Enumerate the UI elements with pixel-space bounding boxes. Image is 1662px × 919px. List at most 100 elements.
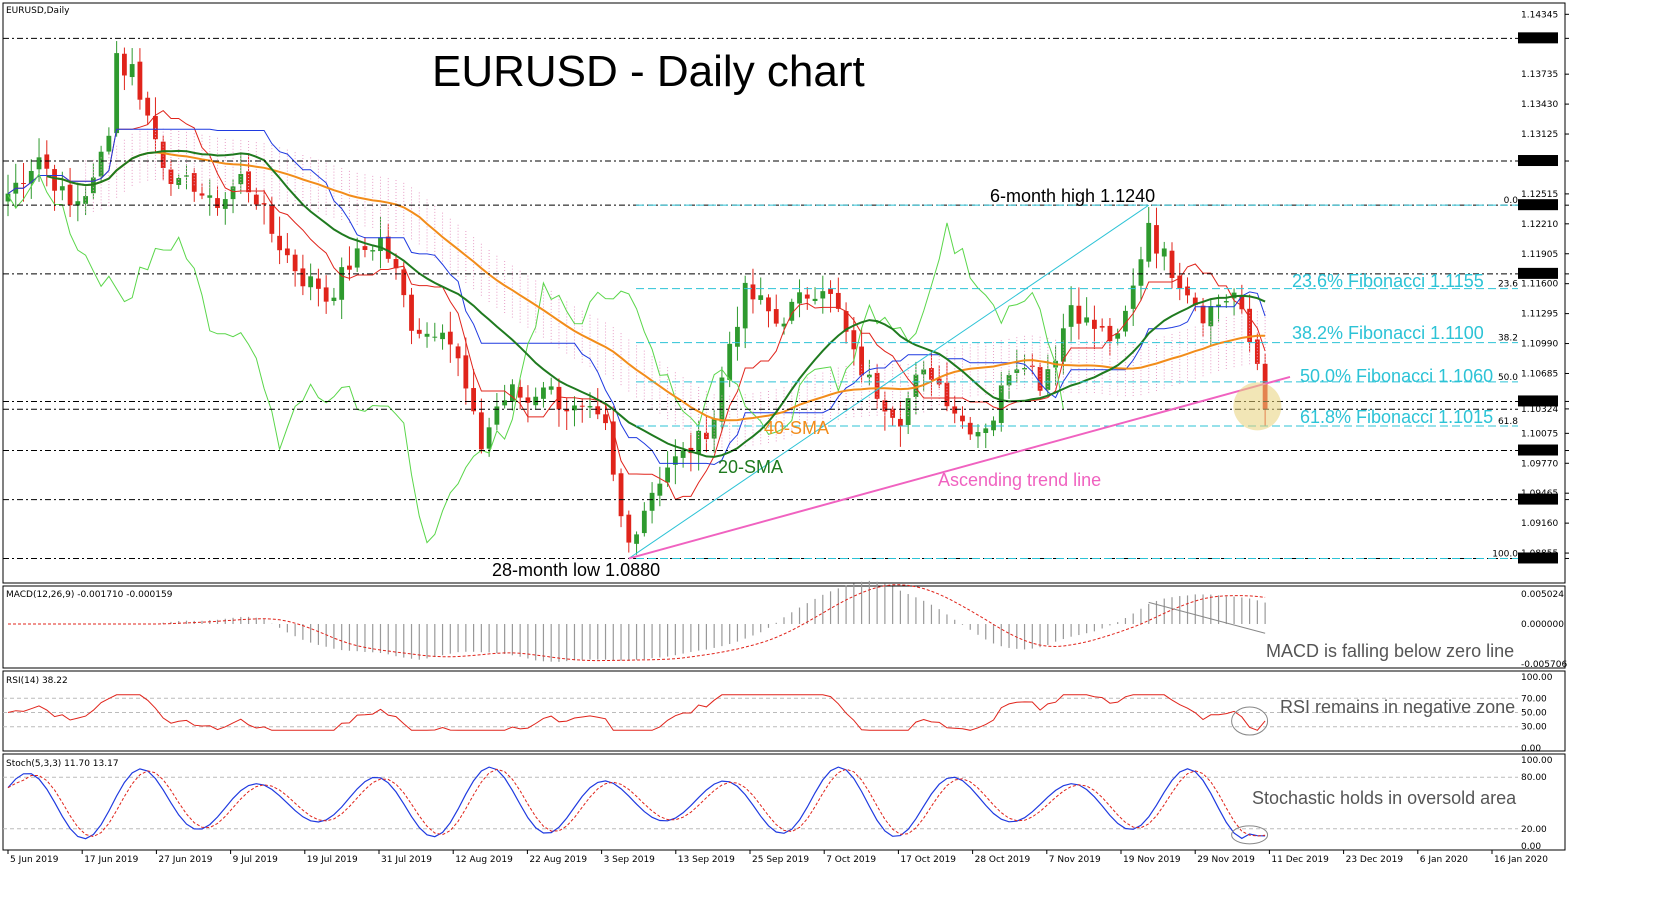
candle-body bbox=[28, 170, 34, 184]
candle-body bbox=[657, 483, 663, 496]
candle-body bbox=[711, 419, 717, 439]
fib-level-tag: 61.8 bbox=[1498, 417, 1518, 427]
candle-body bbox=[952, 406, 958, 414]
stoch-tick-label: 20.00 bbox=[1521, 825, 1547, 835]
candle-body bbox=[704, 432, 709, 440]
price-tick-label: 1.13735 bbox=[1521, 70, 1558, 80]
candle-body bbox=[1022, 368, 1027, 370]
rsi-line bbox=[7, 694, 1266, 731]
candle-body bbox=[440, 332, 445, 340]
price-tag-box bbox=[1518, 552, 1558, 564]
macd-tick-label: 0.005024 bbox=[1521, 590, 1564, 600]
price-tick-label: 1.10685 bbox=[1521, 369, 1558, 379]
candle-body bbox=[1185, 286, 1190, 296]
fib-label-50: 50.0% Fibonacci 1.1060 bbox=[1300, 366, 1493, 386]
candle-body bbox=[1045, 369, 1051, 390]
stoch-circle bbox=[1231, 825, 1269, 845]
candle-body bbox=[1161, 248, 1167, 257]
fibonacci-levels: 0.0 23.6 38.2 50.0 61.8 100.0 bbox=[628, 196, 1518, 559]
date-tick-label: 27 Jun 2019 bbox=[158, 855, 212, 865]
stoch-label: Stoch(5,3,3) 11.70 13.17 bbox=[6, 759, 119, 769]
price-tag-box bbox=[1518, 444, 1558, 456]
macd-signal bbox=[8, 584, 1266, 662]
price-tick-label: 1.08800 bbox=[1521, 554, 1558, 564]
candle-body bbox=[595, 406, 601, 415]
macd-tick-label: 0.000000 bbox=[1521, 620, 1564, 630]
macd-note-line bbox=[1148, 601, 1266, 634]
high-label: 6-month high 1.1240 bbox=[990, 186, 1155, 206]
price-tag-box bbox=[1518, 199, 1558, 211]
stoch-panel bbox=[3, 766, 1518, 845]
candle-body bbox=[572, 405, 577, 411]
date-tick-label: 6 Jan 2020 bbox=[1420, 855, 1468, 865]
fib-level-tag: 100.0 bbox=[1492, 549, 1518, 559]
candle-body bbox=[773, 309, 779, 324]
candle-body bbox=[610, 421, 616, 475]
candle-body bbox=[471, 388, 476, 412]
candle-body bbox=[36, 157, 42, 170]
price-tick-label: 1.09160 bbox=[1521, 519, 1558, 529]
candle-body bbox=[649, 492, 655, 511]
date-tick-label: 17 Oct 2019 bbox=[900, 855, 956, 865]
candle-body bbox=[486, 427, 492, 449]
stoch-panel-frame bbox=[2, 753, 1566, 851]
candle-body bbox=[1130, 285, 1136, 309]
candle-body bbox=[696, 430, 702, 454]
candle-body bbox=[455, 346, 461, 359]
candle-body bbox=[1216, 304, 1221, 307]
price-tick-label: 1.13125 bbox=[1521, 130, 1558, 140]
tenkan-line bbox=[7, 109, 1266, 501]
candle-body bbox=[750, 284, 756, 300]
candle-body bbox=[1247, 308, 1252, 342]
candle-body bbox=[401, 269, 407, 296]
candle-body bbox=[393, 259, 399, 269]
candle-body bbox=[564, 409, 570, 412]
date-tick-label: 25 Sep 2019 bbox=[752, 855, 809, 865]
stoch-note: Stochastic holds in oversold area bbox=[1252, 788, 1517, 808]
candle-body bbox=[502, 400, 508, 406]
price-tick-label: 1.12850 bbox=[1521, 157, 1558, 167]
candle-body bbox=[998, 385, 1004, 423]
candle-body bbox=[1177, 275, 1183, 289]
chikou-line bbox=[7, 172, 1064, 544]
candle-body bbox=[354, 248, 360, 268]
rsi-tick-label: 70.00 bbox=[1521, 694, 1547, 704]
chart-title: EURUSD - Daily chart bbox=[432, 47, 865, 96]
candle-body bbox=[967, 422, 973, 435]
fib-label-38: 38.2% Fibonacci 1.1100 bbox=[1292, 323, 1484, 343]
candle-body bbox=[261, 203, 267, 205]
candle-body bbox=[665, 467, 670, 483]
price-tick-label: 1.09900 bbox=[1521, 447, 1558, 457]
candle-body bbox=[122, 53, 127, 76]
candle-body bbox=[921, 369, 927, 375]
rsi-tick-label: 100.00 bbox=[1521, 673, 1553, 683]
candle-body bbox=[727, 343, 733, 380]
candle-body bbox=[44, 154, 50, 169]
candle-body bbox=[789, 301, 795, 321]
fib-level-tag: 23.6 bbox=[1498, 280, 1518, 290]
price-tag-box bbox=[1518, 32, 1558, 44]
rsi-panel bbox=[3, 694, 1518, 736]
rsi-tick-label: 30.00 bbox=[1521, 723, 1547, 733]
candle-body bbox=[75, 201, 81, 206]
candle-body bbox=[215, 198, 220, 208]
candle-body bbox=[525, 397, 531, 403]
sma40-line bbox=[46, 151, 1266, 422]
candle-body bbox=[843, 311, 849, 332]
candle-body bbox=[1254, 339, 1260, 364]
candle-body bbox=[153, 116, 158, 140]
price-tick-label: 1.09400 bbox=[1521, 496, 1558, 506]
date-tick-label: 9 Jul 2019 bbox=[233, 855, 278, 865]
candle-body bbox=[983, 428, 989, 433]
fib-label-61: 61.8% Fibonacci 1.1015 bbox=[1300, 407, 1493, 427]
candle-body bbox=[510, 384, 515, 402]
price-tick-label: 1.09770 bbox=[1521, 459, 1558, 469]
candle-body bbox=[874, 372, 880, 399]
price-panel: 0.0 23.6 38.2 50.0 61.8 100.0 bbox=[3, 37, 1518, 559]
price-tick-label: 1.14100 bbox=[1521, 34, 1558, 44]
candle-body bbox=[1060, 328, 1066, 362]
price-tick-label: 1.12210 bbox=[1521, 220, 1558, 230]
price-tick-label: 1.14345 bbox=[1521, 10, 1558, 20]
date-tick-label: 3 Sep 2019 bbox=[604, 855, 656, 865]
sma20-label: 20-SMA bbox=[718, 457, 783, 477]
